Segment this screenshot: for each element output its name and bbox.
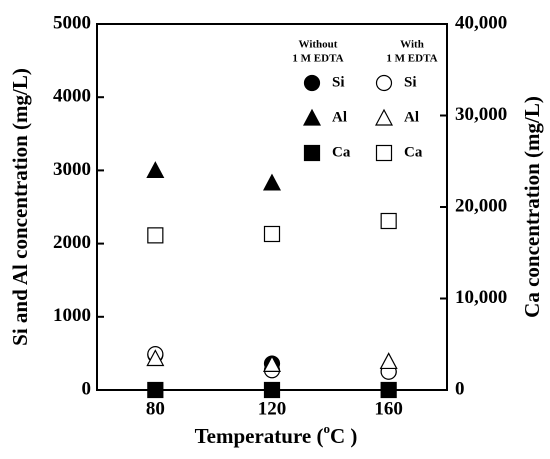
data-point [263, 173, 281, 191]
legend-header: With [400, 39, 424, 51]
data-point [263, 381, 281, 399]
legend-marker [303, 144, 321, 162]
legend-label: Ca [404, 144, 423, 160]
data-point [379, 352, 398, 370]
legend-marker [375, 74, 393, 92]
legend-label: Al [332, 109, 347, 125]
y2-tick-label: 10,000 [455, 287, 507, 308]
data-point [380, 212, 397, 230]
x-label-part: C ) [330, 424, 357, 448]
y2-tick-label: 40,000 [455, 12, 507, 33]
legend-marker [375, 108, 393, 126]
x-label-part: Temperature ( [195, 424, 324, 448]
x-tick-label: 80 [146, 398, 165, 419]
legend-header: Without [299, 39, 338, 51]
x-axis-label: Temperature (oC ) [195, 421, 358, 448]
data-point [147, 381, 164, 399]
x-tick-label: 160 [374, 398, 403, 419]
data-point [263, 355, 281, 372]
legend-marker [303, 74, 321, 92]
data-point [263, 225, 281, 243]
x-label-sup: o [323, 421, 330, 436]
x-tick-label: 120 [258, 398, 287, 419]
y-tick-label: 5000 [53, 12, 91, 33]
y-tick-label: 0 [82, 378, 92, 399]
y2-tick-label: 20,000 [455, 195, 507, 216]
data-point [146, 161, 165, 178]
legend-label: Ca [332, 144, 351, 160]
data-point [147, 227, 164, 244]
y-tick-label: 1000 [53, 305, 91, 326]
y-tick-label: 3000 [53, 159, 91, 180]
y-axis-label: Si and Al concentration (mg/L) [8, 68, 32, 346]
legend-header: 1 M EDTA [292, 53, 343, 65]
y2-tick-label: 0 [455, 378, 465, 399]
y2-axis-label: Ca concentration (mg/L) [520, 96, 544, 318]
y-tick-label: 4000 [53, 86, 91, 107]
plot-frame [96, 23, 448, 391]
data-point [380, 381, 397, 399]
y-tick-label: 2000 [53, 232, 91, 253]
data-point [146, 349, 165, 367]
legend-marker [375, 144, 393, 162]
legend-header: 1 M EDTA [386, 53, 437, 65]
legend-label: Si [404, 74, 417, 90]
legend-label: Al [404, 109, 419, 125]
y2-tick-label: 30,000 [455, 104, 507, 125]
legend-marker [303, 108, 321, 126]
legend-label: Si [332, 74, 345, 90]
